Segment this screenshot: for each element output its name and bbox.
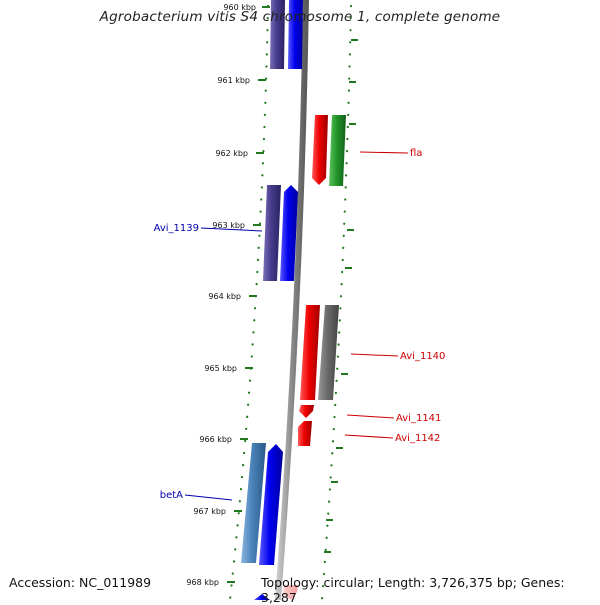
tick-label: 966 kbp bbox=[199, 435, 232, 444]
tick-label: 967 kbp bbox=[193, 507, 226, 516]
gene-labels: fla Avi_1139 Avi_1140 Avi_1141 Avi_1142 … bbox=[154, 148, 446, 501]
tick-labels: 960 kbp 961 kbp 962 kbp 963 kbp 964 kbp … bbox=[186, 3, 256, 587]
gene-arrow-blue bbox=[288, 0, 303, 69]
leader-beta bbox=[184, 494, 233, 501]
gene-arrow-blue bbox=[259, 444, 283, 565]
gene-label-fla: fla bbox=[410, 148, 422, 159]
forward-genes bbox=[241, 0, 303, 600]
gene-label-avi-1142: Avi_1142 bbox=[395, 433, 440, 444]
gene-label-avi-1140: Avi_1140 bbox=[400, 351, 445, 362]
leader-avi-1139 bbox=[200, 227, 263, 232]
gene-arrow-green bbox=[329, 115, 346, 186]
gene-label-avi-1139: Avi_1139 bbox=[154, 223, 199, 234]
gene-label-beta: betA bbox=[160, 490, 183, 501]
gene-arrow-blue bbox=[254, 594, 270, 600]
gene-label-avi-1141: Avi_1141 bbox=[396, 413, 441, 424]
tick-label: 964 kbp bbox=[208, 292, 241, 301]
tick-label: 963 kbp bbox=[212, 221, 245, 230]
genome-backbone bbox=[275, 0, 309, 600]
tick-label: 968 kbp bbox=[186, 578, 219, 587]
gene-arrow-red bbox=[299, 405, 314, 418]
tick-label: 961 kbp bbox=[217, 76, 250, 85]
gene-arrow-navy bbox=[263, 185, 281, 281]
tick-label: 962 kbp bbox=[215, 149, 248, 158]
gene-arrow-navy bbox=[270, 0, 285, 69]
leader-avi-1142 bbox=[344, 434, 394, 439]
gene-arrow-steel bbox=[241, 443, 266, 563]
genome-summary-text: Topology: circular; Length: 3,726,375 bp… bbox=[261, 575, 565, 605]
reverse-genes bbox=[283, 115, 346, 600]
accession-text: Accession: NC_011989 bbox=[9, 575, 152, 590]
tick-label: 960 kbp bbox=[223, 3, 256, 12]
gene-arrow-pink bbox=[283, 585, 298, 600]
gene-arrow-gray bbox=[318, 305, 339, 400]
scale-guide-right bbox=[320, 4, 353, 600]
leader-avi-1141 bbox=[346, 414, 395, 419]
gene-arrow-blue bbox=[280, 185, 298, 281]
leader-avi-1140 bbox=[350, 353, 399, 357]
leader-fla bbox=[359, 151, 409, 154]
tick-marks bbox=[227, 6, 358, 583]
gene-arrow-red bbox=[300, 305, 320, 400]
label-leaders bbox=[184, 151, 409, 501]
tick-label: 965 kbp bbox=[204, 364, 237, 373]
gene-arrow-red bbox=[312, 115, 328, 185]
gene-arrow-red bbox=[298, 421, 312, 446]
map-title: Agrobacterium vitis S4 chromosome 1, com… bbox=[99, 9, 501, 25]
